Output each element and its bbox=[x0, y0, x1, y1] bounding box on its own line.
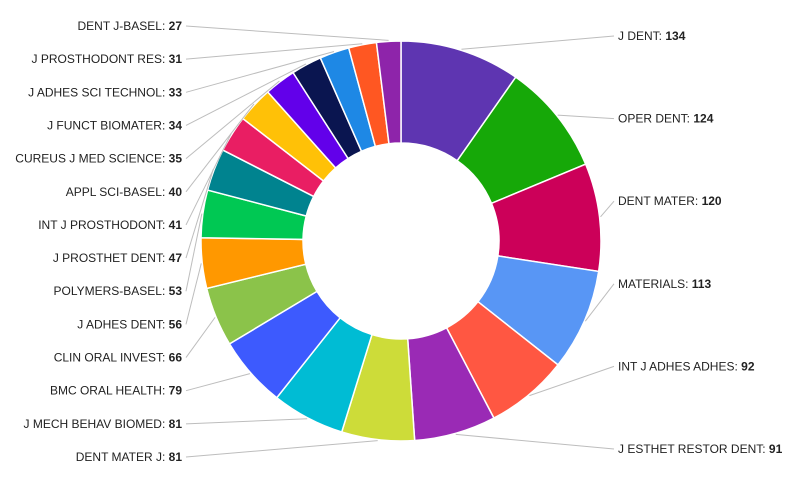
leader-line-clin-oral-invest bbox=[185, 317, 216, 358]
slice-label-value: 134 bbox=[665, 29, 685, 43]
leader-line-appl-sci-basel bbox=[185, 103, 255, 193]
leader-line-j-prosthet-dent bbox=[185, 169, 214, 259]
leader-line-dent-mater-j bbox=[185, 440, 378, 458]
leader-line-materials bbox=[584, 283, 615, 322]
label-oper-dent: OPER DENT: 124 bbox=[618, 112, 714, 126]
slice-label-name: DENT J-BASEL: bbox=[78, 19, 169, 33]
label-group: J DENT: 134 OPER DENT: 124 DENT MATER: 120… bbox=[15, 19, 782, 464]
slice-label-name: POLYMERS-BASEL: bbox=[53, 284, 168, 298]
label-j-mech-behav-biomed: J MECH BEHAV BIOMED: 81 bbox=[24, 417, 183, 431]
slice-label-name: BMC ORAL HEALTH: bbox=[50, 384, 169, 398]
label-j-funct-biomater: J FUNCT BIOMATER: 34 bbox=[47, 118, 182, 132]
slice-label-name: OPER DENT: bbox=[618, 112, 693, 126]
leader-line-dent-j-basel bbox=[185, 25, 389, 41]
leader-line-oper-dent bbox=[557, 114, 615, 120]
label-polymers-basel: POLYMERS-BASEL: 53 bbox=[53, 284, 182, 298]
label-int-j-adhes-adhes: INT J ADHES ADHES: 92 bbox=[618, 359, 755, 373]
leader-line-polymers-basel bbox=[185, 213, 203, 292]
label-cureus-j-med-science: CUREUS J MED SCIENCE: 35 bbox=[15, 152, 182, 166]
label-dent-j-basel: DENT J-BASEL: 27 bbox=[78, 19, 183, 33]
leader-line-group bbox=[185, 25, 615, 458]
label-materials: MATERIALS: 113 bbox=[618, 277, 711, 291]
slice-dent-j-basel[interactable] bbox=[375, 40, 402, 145]
leader-line-bmc-oral-health bbox=[185, 373, 251, 392]
slice-label-name: J PROSTHODONT RES: bbox=[32, 52, 169, 66]
leader-line-dent-mater bbox=[600, 200, 615, 218]
label-j-prosthodont-res: J PROSTHODONT RES: 31 bbox=[32, 52, 183, 66]
leader-line-j-funct-biomater bbox=[185, 63, 307, 126]
label-j-dent: J DENT: 134 bbox=[618, 29, 686, 43]
slice-label-value: 81 bbox=[169, 417, 183, 431]
slice-label-value: 33 bbox=[169, 85, 183, 99]
label-j-prosthet-dent: J PROSTHET DENT: 47 bbox=[53, 251, 182, 265]
label-j-adhes-dent: J ADHES DENT: 56 bbox=[77, 317, 182, 331]
slice-label-name: J ADHES DENT: bbox=[77, 317, 168, 331]
label-j-esthet-restor-dent: J ESTHET RESTOR DENT: 91 bbox=[618, 442, 783, 456]
leader-line-j-esthet-restor-dent bbox=[455, 433, 615, 450]
slice-label-value: 120 bbox=[702, 194, 722, 208]
slice-label-value: 40 bbox=[169, 185, 183, 199]
slice-label-value: 91 bbox=[769, 442, 783, 456]
slice-label-value: 47 bbox=[169, 251, 183, 265]
slice-label-name: J MECH BEHAV BIOMED: bbox=[24, 417, 169, 431]
leader-line-j-adhes-dent bbox=[185, 263, 202, 325]
slice-label-value: 92 bbox=[741, 359, 755, 373]
leader-line-int-j-adhes-adhes bbox=[529, 365, 615, 397]
slice-label-value: 27 bbox=[169, 19, 183, 33]
slice-label-value: 66 bbox=[169, 351, 183, 365]
leader-line-j-prosthodont-res bbox=[185, 43, 363, 60]
slice-label-value: 53 bbox=[169, 284, 183, 298]
leader-line-cureus-j-med-science bbox=[185, 80, 280, 159]
slice-label-name: J PROSTHET DENT: bbox=[53, 251, 169, 265]
leader-line-j-mech-behav-biomed bbox=[185, 418, 308, 425]
label-int-j-prosthodont: INT J PROSTHODONT: 41 bbox=[38, 218, 182, 232]
slice-group bbox=[200, 40, 602, 442]
slice-label-value: 113 bbox=[692, 277, 712, 291]
slice-label-value: 34 bbox=[169, 118, 183, 132]
slice-label-name: J ESTHET RESTOR DENT: bbox=[618, 442, 769, 456]
slice-label-value: 41 bbox=[169, 218, 183, 232]
slice-label-name: INT J ADHES ADHES: bbox=[618, 359, 741, 373]
label-dent-mater: DENT MATER: 120 bbox=[618, 194, 722, 208]
slice-label-value: 79 bbox=[169, 384, 183, 398]
label-dent-mater-j: DENT MATER J: 81 bbox=[76, 450, 183, 464]
leader-line-int-j-prosthodont bbox=[185, 133, 232, 226]
slice-label-value: 35 bbox=[169, 152, 183, 166]
slice-label-name: MATERIALS: bbox=[618, 277, 692, 291]
slice-label-name: DENT MATER J: bbox=[76, 450, 169, 464]
slice-label-name: CLIN ORAL INVEST: bbox=[54, 351, 169, 365]
slice-label-value: 81 bbox=[169, 450, 183, 464]
slice-label-name: CUREUS J MED SCIENCE: bbox=[15, 152, 168, 166]
label-j-adhes-sci-technol: J ADHES SCI TECHNOL: 33 bbox=[28, 85, 182, 99]
slice-label-name: J FUNCT BIOMATER: bbox=[47, 118, 169, 132]
slice-label-value: 56 bbox=[169, 317, 183, 331]
leader-line-j-dent bbox=[461, 35, 615, 50]
slice-label-name: APPL SCI-BASEL: bbox=[66, 185, 169, 199]
label-clin-oral-invest: CLIN ORAL INVEST: 66 bbox=[54, 351, 183, 365]
label-bmc-oral-health: BMC ORAL HEALTH: 79 bbox=[50, 384, 182, 398]
label-appl-sci-basel: APPL SCI-BASEL: 40 bbox=[66, 185, 183, 199]
slice-label-value: 31 bbox=[169, 52, 183, 66]
slice-label-name: J DENT: bbox=[618, 29, 665, 43]
leader-line-j-adhes-sci-technol bbox=[185, 51, 335, 93]
slice-label-name: J ADHES SCI TECHNOL: bbox=[28, 85, 168, 99]
slice-label-name: INT J PROSTHODONT: bbox=[38, 218, 168, 232]
slice-label-name: DENT MATER: bbox=[618, 194, 702, 208]
slice-label-value: 124 bbox=[693, 112, 713, 126]
